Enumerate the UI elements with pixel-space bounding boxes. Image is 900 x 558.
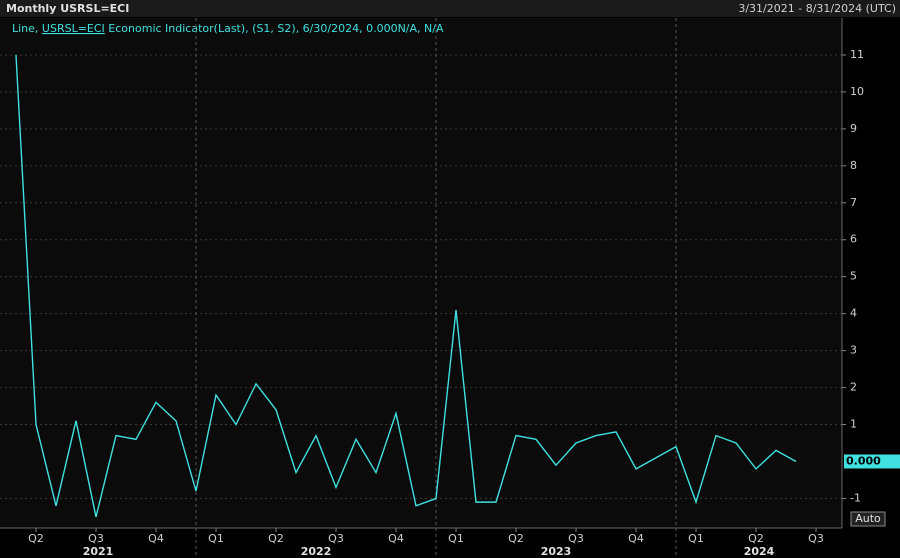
plot-area bbox=[0, 18, 842, 528]
last-value-label: 0.000 bbox=[846, 454, 881, 467]
x-tick-label: Q2 bbox=[268, 532, 284, 545]
year-label: 2023 bbox=[541, 545, 572, 558]
x-tick-label: Q1 bbox=[448, 532, 464, 545]
x-tick-label: Q2 bbox=[508, 532, 524, 545]
x-tick-label: Q2 bbox=[28, 532, 44, 545]
y-tick-label: -1 bbox=[850, 491, 861, 504]
title-bar bbox=[0, 0, 900, 17]
y-tick-label: 11 bbox=[850, 48, 864, 61]
last-value-box bbox=[844, 454, 900, 469]
x-tick-label: Q1 bbox=[688, 532, 704, 545]
x-tick-label: Q3 bbox=[328, 532, 344, 545]
y-tick-label: 3 bbox=[850, 344, 857, 357]
x-tick-label: Q1 bbox=[208, 532, 224, 545]
legend-series[interactable]: USRSL=ECI bbox=[42, 22, 105, 35]
y-tick-label: 5 bbox=[850, 270, 857, 283]
year-label: 2022 bbox=[301, 545, 332, 558]
x-tick-label: Q3 bbox=[88, 532, 104, 545]
y-tick-label: 9 bbox=[850, 122, 857, 135]
legend-part: Line, bbox=[12, 22, 42, 35]
x-tick-label: Q4 bbox=[628, 532, 644, 545]
y-tick-label: 6 bbox=[850, 233, 857, 246]
year-label: 2021 bbox=[83, 545, 114, 558]
chart-title: Monthly USRSL=ECI bbox=[6, 2, 129, 15]
x-tick-label: Q2 bbox=[748, 532, 764, 545]
y-tick-label: 1 bbox=[850, 418, 857, 431]
x-tick-label: Q4 bbox=[388, 532, 404, 545]
legend-part: Economic Indicator(Last), (S1, S2), 6/30… bbox=[105, 22, 444, 35]
y-tick-label: 8 bbox=[850, 159, 857, 172]
auto-button-label[interactable]: Auto bbox=[855, 512, 881, 525]
y-tick-label: 10 bbox=[850, 85, 864, 98]
y-tick-label: 2 bbox=[850, 381, 857, 394]
series-line bbox=[15, 54, 797, 518]
year-label: 2024 bbox=[744, 545, 775, 558]
x-tick-label: Q4 bbox=[148, 532, 164, 545]
date-range: 3/31/2021 - 8/31/2024 (UTC) bbox=[738, 2, 896, 15]
legend: Line, USRSL=ECI Economic Indicator(Last)… bbox=[12, 22, 444, 35]
y-tick-label: 4 bbox=[850, 307, 857, 320]
y-tick-label: 7 bbox=[850, 196, 857, 209]
auto-button[interactable] bbox=[850, 511, 886, 527]
x-tick-label: Q3 bbox=[568, 532, 584, 545]
x-tick-label: Q3 bbox=[808, 532, 824, 545]
